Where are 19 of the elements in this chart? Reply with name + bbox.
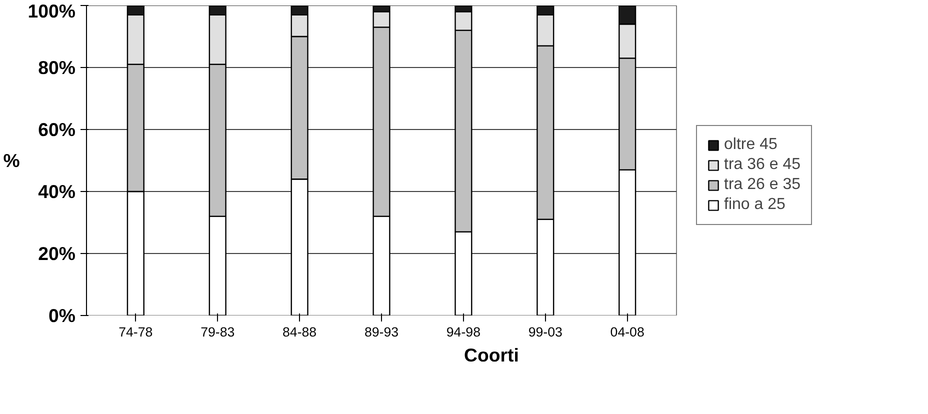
y-axis-title: % [3,150,20,171]
legend-label: tra 36 e 45 [724,156,800,174]
y-tick-label: 20% [38,243,76,264]
x-tick-label: 74-78 [118,324,153,340]
y-tick-label: 100% [28,0,76,22]
x-tick-label: 84-88 [282,324,317,340]
x-tick-label: 94-98 [446,324,480,340]
legend-label: fino a 25 [724,196,786,214]
y-tick-label: 80% [38,57,76,78]
y-tick-label: 40% [38,181,76,202]
x-tick-label: 99-03 [528,324,562,340]
legend-label: oltre 45 [724,136,778,154]
x-tick-label: 04-08 [610,324,644,340]
x-tick-label: 79-83 [200,324,235,340]
y-tick-label: 60% [38,119,76,140]
x-tick-label: 89-93 [364,324,399,340]
legend-label: tra 26 e 35 [724,176,800,194]
x-axis-title: Coorti [464,344,519,366]
y-tick-label: 0% [48,305,76,326]
